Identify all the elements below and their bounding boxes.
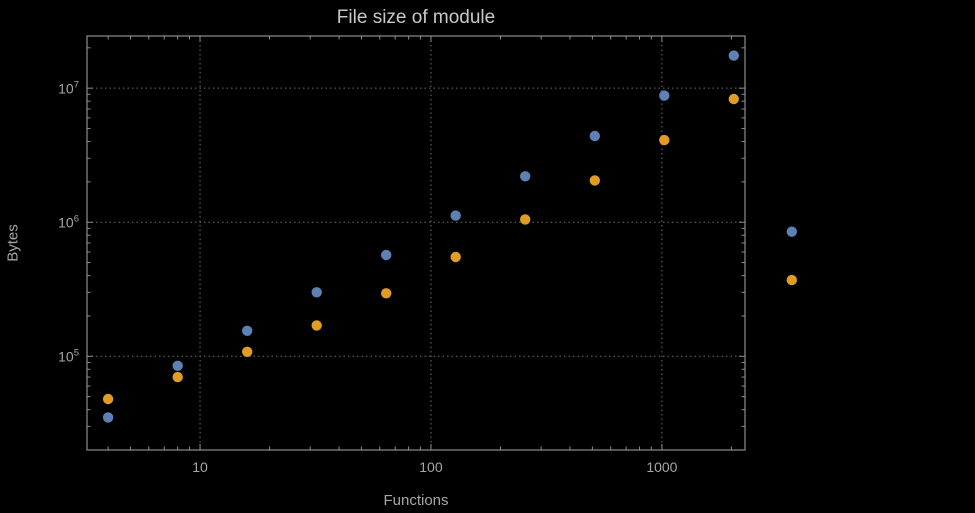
data-point-orange bbox=[381, 288, 392, 299]
data-point-blue bbox=[450, 210, 461, 221]
y-tick-label: 107 bbox=[58, 79, 79, 97]
data-point-orange bbox=[242, 346, 253, 357]
y-tick-label: 105 bbox=[58, 347, 79, 365]
data-point-blue bbox=[172, 360, 183, 371]
data-point-blue bbox=[728, 50, 739, 61]
y-tick-label: 106 bbox=[58, 213, 79, 231]
data-point-orange bbox=[172, 371, 183, 383]
data-point-orange bbox=[728, 93, 739, 105]
data-point-blue bbox=[102, 412, 114, 423]
legend-marker-0 bbox=[786, 226, 797, 237]
data-point-orange bbox=[520, 214, 531, 225]
data-point-orange bbox=[589, 175, 600, 186]
data-point-orange bbox=[659, 134, 670, 146]
data-point-blue bbox=[311, 287, 322, 298]
data-point-blue bbox=[659, 90, 670, 101]
x-tick-label: 10 bbox=[192, 459, 208, 475]
data-point-orange bbox=[102, 393, 114, 405]
data-point-blue bbox=[589, 130, 600, 142]
data-point-orange bbox=[311, 320, 322, 331]
data-point-orange bbox=[450, 251, 461, 263]
data-point-blue bbox=[242, 325, 253, 336]
plot-frame bbox=[86, 35, 746, 451]
data-point-blue bbox=[520, 171, 531, 182]
x-axis-label: Functions bbox=[383, 492, 449, 509]
legend-marker-1 bbox=[786, 274, 797, 286]
chart-title: File size of module bbox=[336, 7, 496, 28]
data-point-blue bbox=[381, 249, 392, 261]
x-tick-label: 1000 bbox=[646, 459, 678, 475]
y-axis-label: Bytes bbox=[4, 224, 22, 262]
x-tick-label: 100 bbox=[419, 459, 443, 475]
